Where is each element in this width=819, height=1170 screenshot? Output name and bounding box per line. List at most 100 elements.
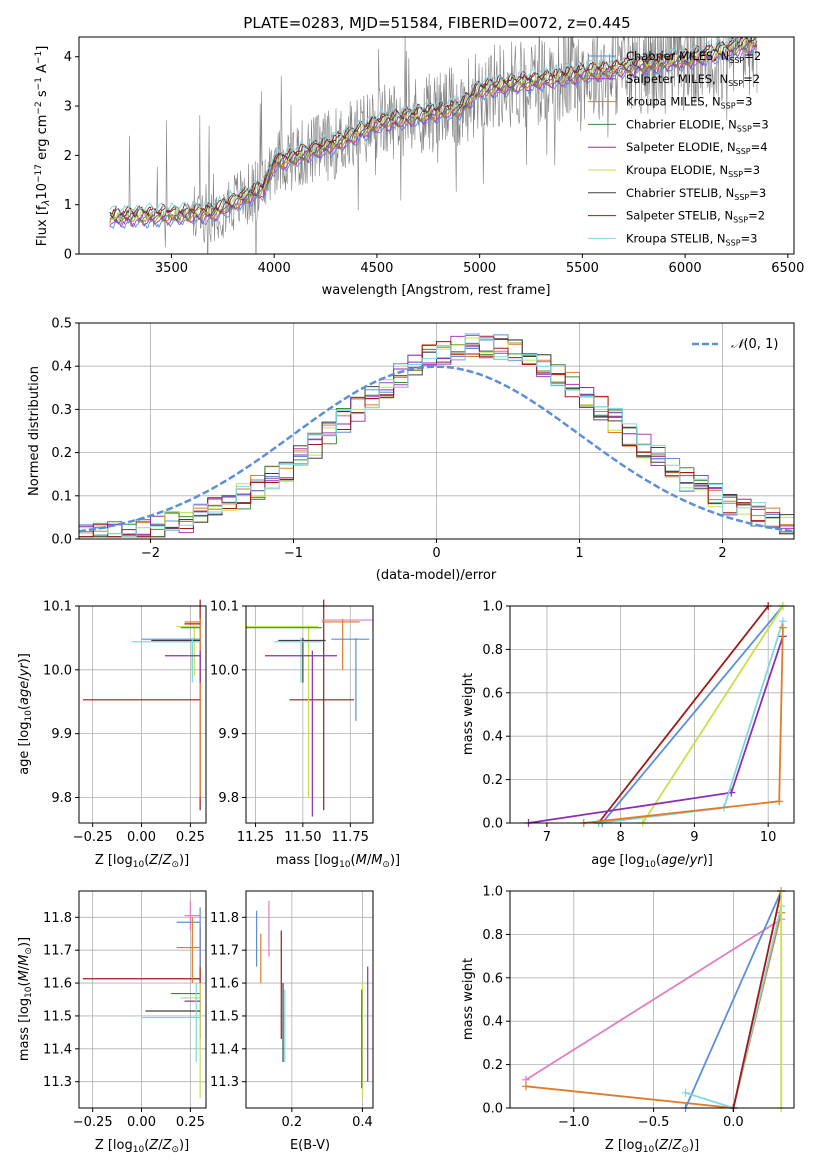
histogram-xlabel: (data-model)/error <box>376 568 497 583</box>
histogram-ylabel: Normed distribution <box>27 366 42 496</box>
legend-label: Chabrier ELODIE, NSSP=3 <box>626 117 769 133</box>
y-tick-label: 10.0 <box>210 663 239 678</box>
x-tick-label: −0.5 <box>638 1115 670 1130</box>
mass-weight-line <box>732 890 783 1109</box>
legend-label: Kroupa MILES, NSSP=3 <box>626 95 752 111</box>
mass-z-xlabel: Z [log10(Z/Z⊙)] <box>95 1138 189 1155</box>
y-tick-label: 0.6 <box>482 686 503 701</box>
y-tick-label: 4 <box>64 50 72 65</box>
y-tick-label: 9.9 <box>51 727 72 742</box>
model-spectrum-line <box>109 37 751 215</box>
y-tick-label: 11.6 <box>210 977 239 992</box>
y-tick-label: 11.8 <box>210 911 239 926</box>
x-tick-label: 2 <box>718 546 726 561</box>
figure-title: PLATE=0283, MJD=51584, FIBERID=0072, z=0… <box>243 14 630 32</box>
x-tick-label: −1 <box>284 546 303 561</box>
mw-z-xlabel: Z [log10(Z/Z⊙)] <box>605 1138 699 1155</box>
x-tick-label: −0.25 <box>73 1115 113 1130</box>
x-tick-label: 7 <box>543 830 551 845</box>
y-tick-label: 0.0 <box>51 533 72 548</box>
mw-age-xlabel: age [log10(age/yr)] <box>591 853 713 870</box>
y-tick-label: 11.4 <box>43 1042 72 1057</box>
y-tick-label: 3 <box>64 100 72 115</box>
y-tick-label: 11.3 <box>210 1075 239 1090</box>
y-tick-label: 11.3 <box>43 1075 72 1090</box>
legend-label: Salpeter STELIB, NSSP=2 <box>626 209 765 225</box>
y-tick-label: 0.0 <box>482 817 503 832</box>
y-tick-label: 2 <box>64 149 72 164</box>
y-tick-label: 10.0 <box>43 663 72 678</box>
x-tick-label: −2 <box>141 546 160 561</box>
mass-vs-ebv-panel: 0.2 0.4 11.3 11.4 11.5 11.6 11.7 11.8 E(B-V) <box>210 890 374 1153</box>
mass-ebv-xlabel: E(B-V) <box>290 1138 330 1153</box>
model-spectrum-line <box>109 41 758 224</box>
y-tick-label: 0.2 <box>482 1058 503 1073</box>
y-tick-label: 11.7 <box>210 944 239 959</box>
x-tick-label: 9 <box>690 830 698 845</box>
legend-label: Kroupa STELIB, NSSP=3 <box>626 231 757 247</box>
x-tick-label: 11.50 <box>284 830 321 845</box>
y-tick-label: 0.0 <box>482 1102 503 1117</box>
y-tick-label: 0.4 <box>51 360 72 375</box>
y-tick-label: 0.1 <box>51 489 72 504</box>
mass-weight-line <box>597 605 769 824</box>
y-tick-label: 0.5 <box>51 317 72 332</box>
x-tick-label: 0.25 <box>176 830 205 845</box>
x-tick-label: 0.25 <box>176 1115 205 1130</box>
y-tick-label: 0.4 <box>482 730 503 745</box>
x-tick-label: 1 <box>575 546 583 561</box>
y-tick-label: 0.8 <box>482 928 503 943</box>
x-tick-label: 6500 <box>771 261 804 276</box>
x-tick-label: 0.2 <box>282 1115 303 1130</box>
normal-distribution-line <box>78 365 795 533</box>
y-tick-label: 11.5 <box>43 1009 72 1024</box>
y-tick-label: 0.4 <box>482 1015 503 1030</box>
legend-label: Chabrier STELIB, NSSP=3 <box>626 186 766 202</box>
age-vs-mass-panel: 11.25 11.50 11.75 9.8 9.9 10.0 10.1 mass [log1… <box>210 600 400 871</box>
y-tick-label: 9.9 <box>218 727 239 742</box>
y-tick-label: 9.8 <box>51 791 72 806</box>
massweight-vs-z-panel: −1.0 −0.5 0.0 0.0 0.2 0.4 0.6 0.8 1.0 Z [log10(Z… <box>461 885 795 1155</box>
mass-weight-marker <box>521 1082 530 1091</box>
y-tick-label: 11.5 <box>210 1009 239 1024</box>
normal-legend-label: 𝒩(0, 1) <box>731 337 778 352</box>
mass-z-ylabel: mass [log10(M/M⊙)] <box>17 937 34 1061</box>
x-tick-label: 3500 <box>155 261 188 276</box>
y-tick-label: 0.2 <box>482 773 503 788</box>
massweight-vs-age-panel: 7 8 9 10 0.0 0.2 0.4 0.6 0.8 1.0 age [log10(age/y… <box>461 600 795 870</box>
x-tick-label: 0.00 <box>127 1115 156 1130</box>
y-tick-label: 10.1 <box>210 600 239 615</box>
mass-weight-line <box>642 605 784 824</box>
y-tick-label: 0.2 <box>51 446 72 461</box>
spectrum-legend: Chabrier MILES, NSSP=2 Salpeter MILES, NS… <box>588 49 769 247</box>
x-tick-label: 11.25 <box>237 830 274 845</box>
y-tick-label: 11.4 <box>210 1042 239 1057</box>
y-tick-label: 1.0 <box>482 885 503 900</box>
observed-spectrum-line <box>109 37 758 254</box>
y-tick-label: 1.0 <box>482 600 503 615</box>
mass-weight-marker <box>775 797 784 806</box>
age-mass-xlabel: mass [log10(M/M⊙)] <box>276 853 400 870</box>
y-tick-label: 10.1 <box>43 600 72 615</box>
residual-histogram <box>79 341 794 538</box>
mw-age-ylabel: mass weight <box>461 673 476 755</box>
y-tick-label: 9.8 <box>218 791 239 806</box>
residual-histogram <box>79 333 794 538</box>
y-tick-label: 1 <box>64 198 72 213</box>
y-tick-label: 11.6 <box>43 977 72 992</box>
x-tick-label: −1.0 <box>558 1115 590 1130</box>
x-tick-label: 8 <box>617 830 625 845</box>
x-tick-label: −0.25 <box>73 830 113 845</box>
mass-weight-line <box>601 605 784 824</box>
x-tick-label: 0.0 <box>723 1115 744 1130</box>
x-tick-label: 5000 <box>463 261 496 276</box>
x-tick-label: 0 <box>432 546 440 561</box>
x-tick-label: 5500 <box>566 261 599 276</box>
x-tick-label: 0.00 <box>127 830 156 845</box>
histogram-panel: −2 −1 0 1 2 0.0 0.1 0.2 0.3 0.4 0.5 (data-model)/e… <box>27 317 795 583</box>
mass-weight-marker <box>778 623 787 632</box>
mw-z-ylabel: mass weight <box>461 958 476 1040</box>
spectrum-panel: 3500 4000 4500 5000 5500 6000 6500 0 1 2 3 4 wavele… <box>34 36 804 298</box>
x-tick-label: 11.75 <box>332 830 369 845</box>
